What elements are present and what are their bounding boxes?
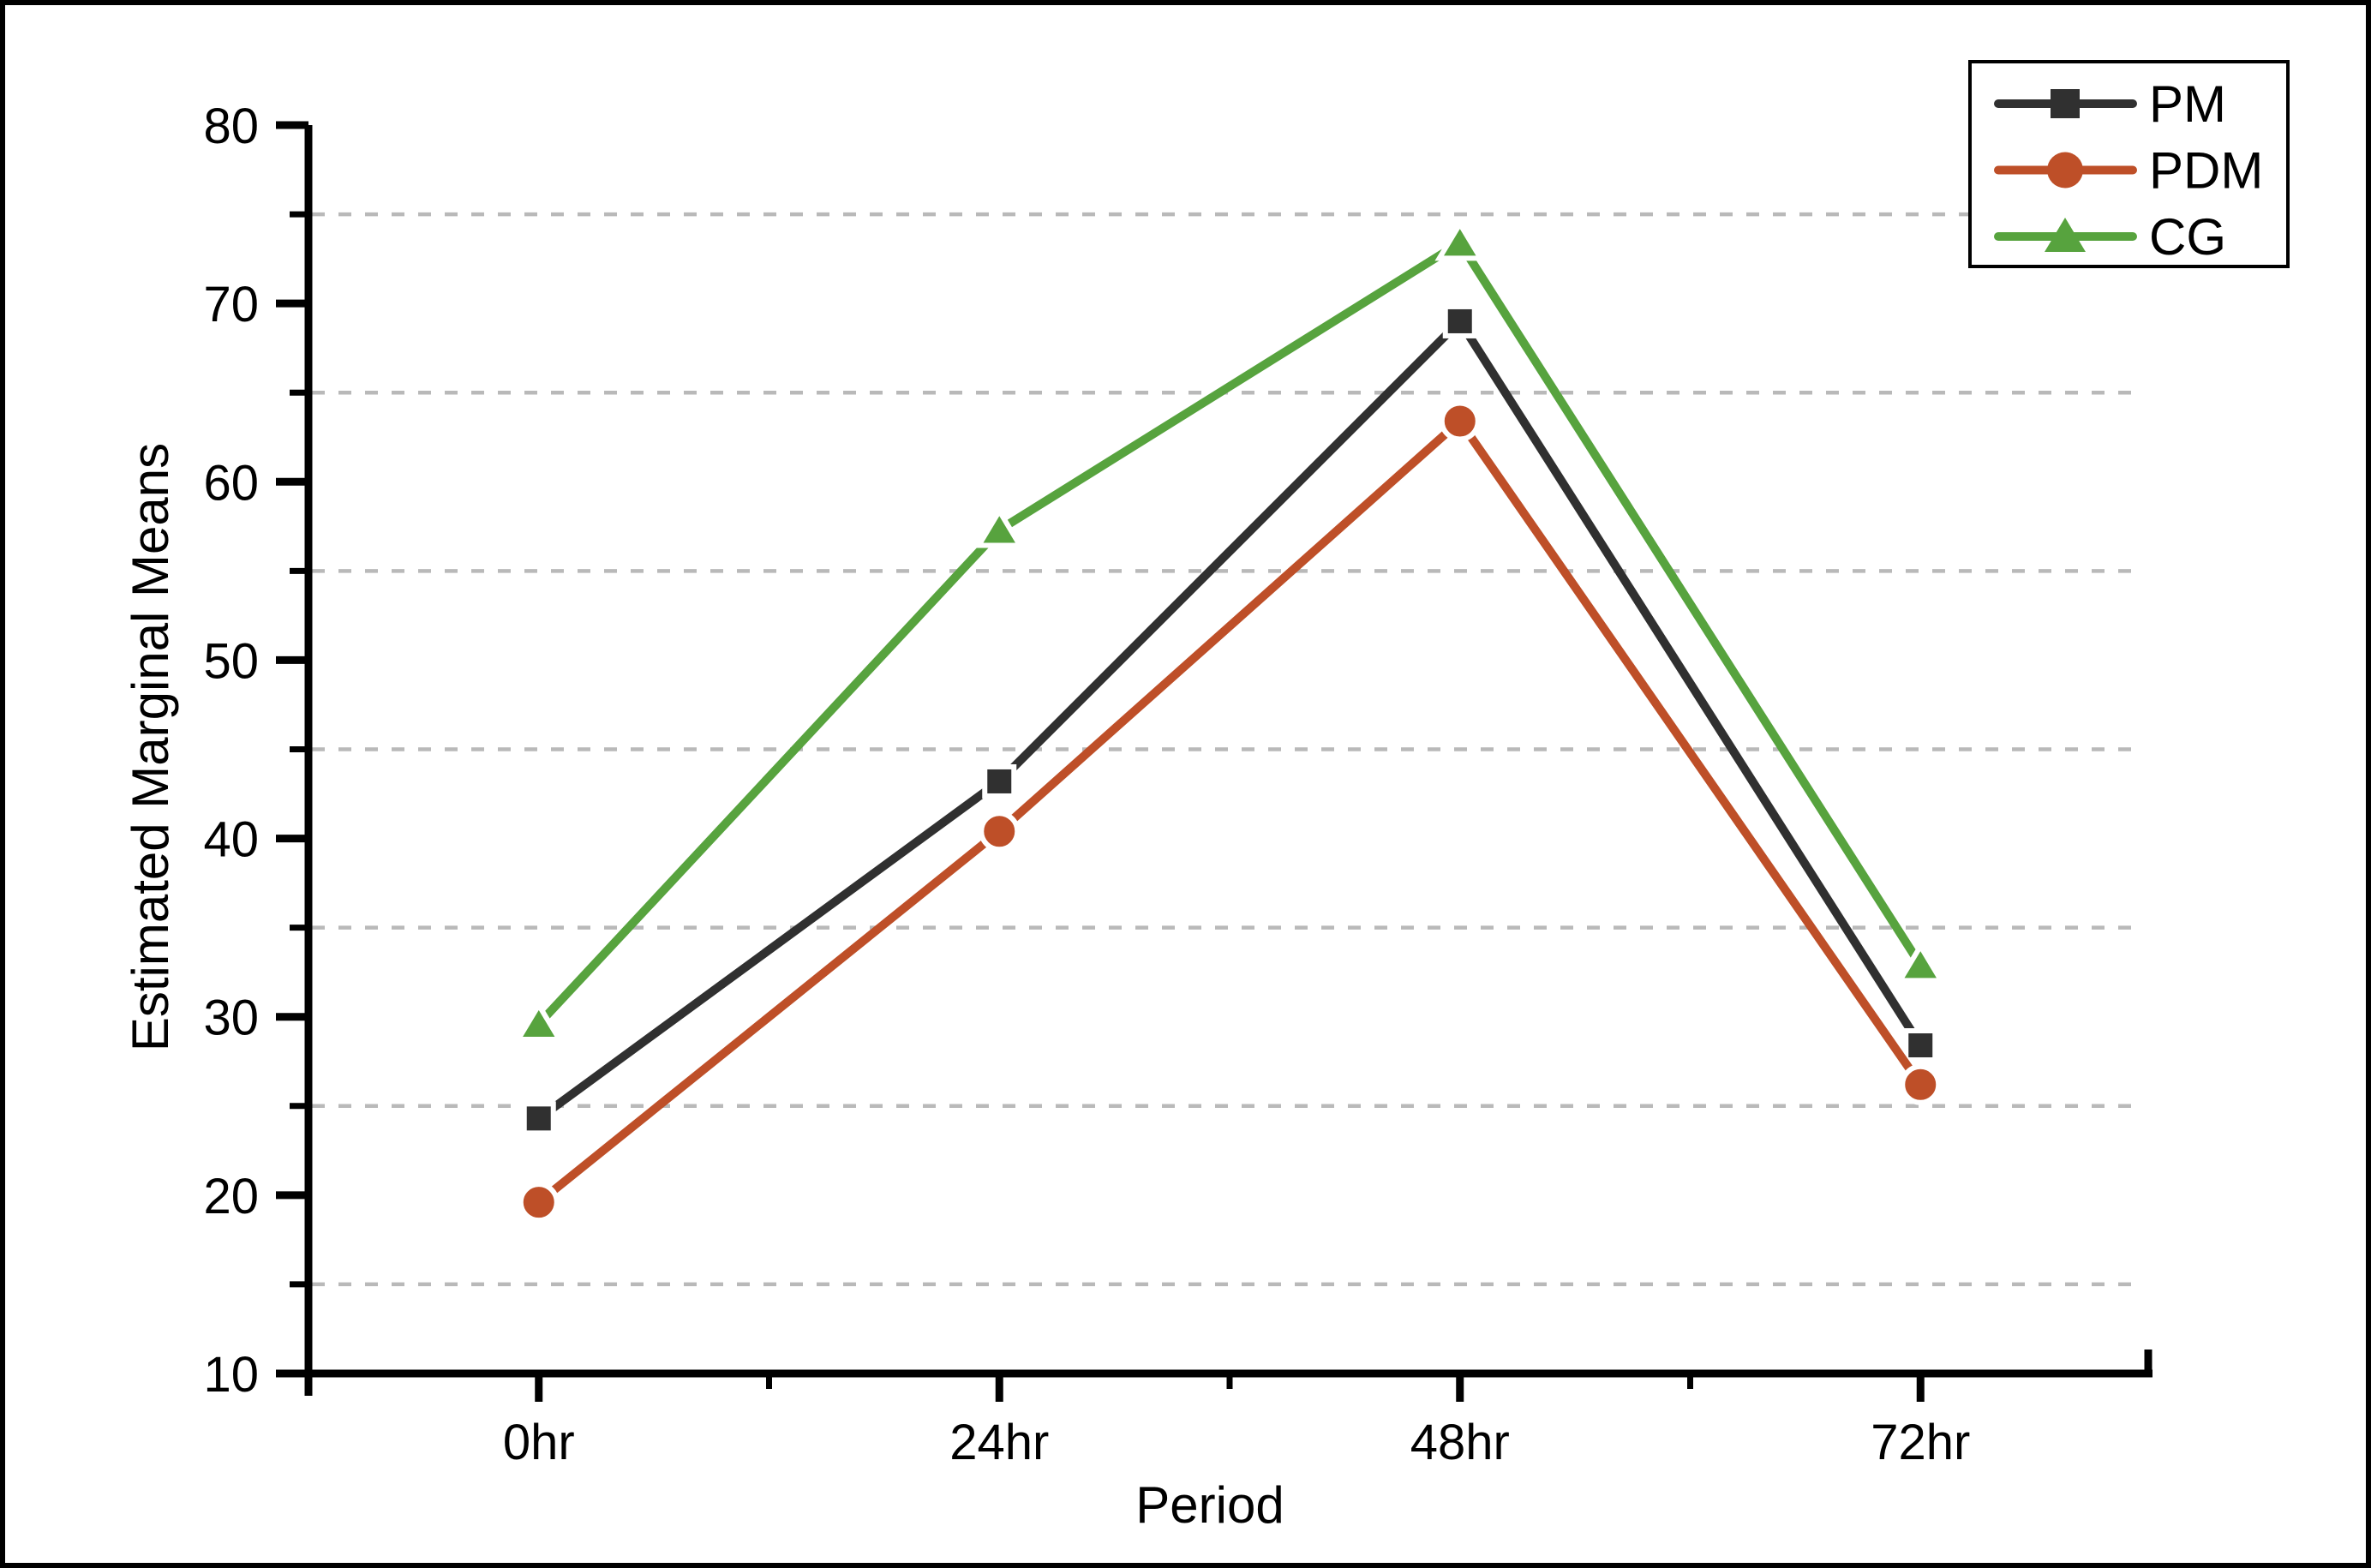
plot-area: 10 20 30 40 50 60 70 80 0hr 24hr 48hr 72hr PM PDM CG	[203, 60, 2290, 1470]
y-tick-label: 70	[203, 277, 259, 332]
y-tick-label: 40	[203, 812, 259, 868]
y-tick-label: 50	[203, 633, 259, 689]
legend-marker-cg	[2045, 218, 2086, 252]
y-axis-title: Estimated Marginal Means	[122, 443, 179, 1051]
marker-square-pm	[521, 1101, 556, 1136]
marker-triangle-cg	[1895, 941, 1946, 984]
series-line-cg	[534, 238, 1925, 1029]
legend-label-pm: PM	[2149, 75, 2226, 133]
legend-marker-pdm	[2047, 152, 2083, 189]
x-axis-title: Period	[1135, 1476, 1284, 1534]
marker-circle-pdm	[979, 811, 1021, 853]
marker-square-pm	[982, 763, 1017, 799]
x-tick-label: 24hr	[949, 1415, 1049, 1470]
x-tick-label: 48hr	[1410, 1415, 1510, 1470]
legend-label-cg: CG	[2149, 208, 2226, 266]
marker-circle-pdm	[1900, 1063, 1942, 1105]
series-line-pdm	[534, 416, 1925, 1207]
marker-triangle-cg	[513, 1000, 565, 1043]
x-tick-label: 72hr	[1871, 1415, 1970, 1470]
y-tick-label: 60	[203, 455, 259, 511]
legend-marker-pm	[2051, 89, 2080, 118]
marker-triangle-cg	[973, 506, 1025, 548]
marker-circle-pdm	[1439, 400, 1481, 442]
marker-square-pm	[1442, 303, 1477, 338]
marker-triangle-cg	[1434, 218, 1486, 261]
x-tick-label: 0hr	[503, 1415, 575, 1470]
y-tick-label: 30	[203, 990, 259, 1046]
y-tick-label: 10	[203, 1347, 259, 1403]
y-tick-label: 80	[203, 99, 259, 154]
series-line-pm	[534, 316, 1925, 1123]
marker-circle-pdm	[518, 1182, 560, 1224]
y-tick-label: 20	[203, 1169, 259, 1224]
legend-label-pdm: PDM	[2149, 142, 2263, 200]
marker-square-pm	[1903, 1028, 1938, 1063]
